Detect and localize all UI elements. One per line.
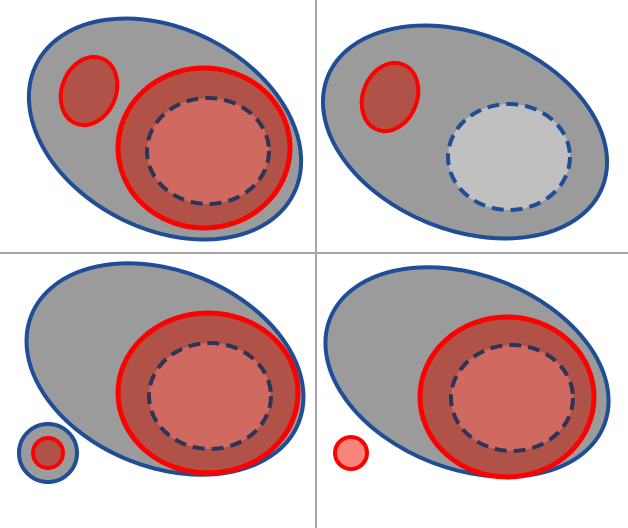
panel-bottom-left — [17, 261, 306, 484]
small-red-ellipse — [58, 55, 120, 127]
panel-bottom-right — [323, 265, 611, 480]
panel-top-right — [320, 23, 610, 241]
satellite-red-circle — [31, 436, 65, 470]
dashed-inner-ellipse — [449, 343, 575, 453]
dashed-inner-ellipse — [145, 96, 271, 206]
dashed-inner-ellipse — [147, 341, 273, 451]
panel-top-left — [26, 16, 304, 242]
dashed-inner-ellipse-plain — [446, 102, 572, 212]
small-red-ellipse — [359, 61, 421, 133]
free-red-circle — [333, 435, 369, 471]
